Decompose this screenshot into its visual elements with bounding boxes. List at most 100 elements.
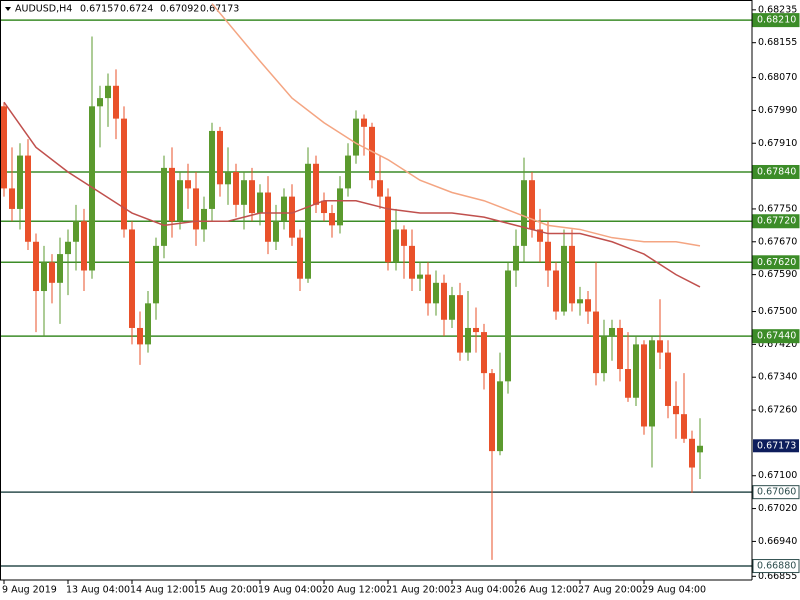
level-label: 0.67720 bbox=[757, 216, 796, 227]
candle-body bbox=[489, 373, 495, 452]
candle-body bbox=[201, 208, 207, 230]
x-tick-label: 14 Aug 12:00 bbox=[130, 585, 194, 596]
level-label-box bbox=[752, 214, 800, 229]
candle-body bbox=[161, 167, 167, 246]
candle-body bbox=[521, 180, 527, 246]
level-label: 0.68210 bbox=[757, 15, 796, 26]
candle-body bbox=[425, 274, 431, 304]
candle-body bbox=[601, 336, 607, 374]
candle-body bbox=[217, 130, 223, 185]
candle-body bbox=[313, 163, 319, 205]
x-tick-label: 27 Aug 20:00 bbox=[578, 585, 642, 596]
candle-body bbox=[537, 229, 543, 242]
candle-body bbox=[449, 295, 455, 320]
candle-body bbox=[457, 295, 463, 353]
candle-body bbox=[305, 163, 311, 279]
candle-body bbox=[177, 180, 183, 222]
candle-body bbox=[409, 245, 415, 279]
candle-body bbox=[41, 262, 47, 292]
moving-average bbox=[211, 3, 701, 247]
candle-body bbox=[569, 245, 575, 304]
symbol: AUDUSD,H4 bbox=[15, 4, 72, 15]
y-tick-label: 0.67670 bbox=[758, 236, 797, 247]
level-label: 0.67440 bbox=[757, 331, 796, 342]
candle-body bbox=[657, 340, 663, 353]
candle-body bbox=[401, 229, 407, 246]
candle-body bbox=[497, 381, 503, 452]
candle-body bbox=[9, 188, 15, 209]
y-tick-label: 0.68155 bbox=[758, 37, 797, 48]
level-label-box bbox=[752, 485, 800, 500]
y-tick-label: 0.68235 bbox=[758, 4, 797, 15]
candle-body bbox=[625, 369, 631, 398]
candle-body bbox=[25, 155, 31, 242]
y-tick-label: 0.66855 bbox=[758, 571, 797, 582]
y-tick-label: 0.67590 bbox=[758, 269, 797, 280]
candle-body bbox=[209, 130, 215, 209]
candle-body bbox=[641, 344, 647, 427]
candle-body bbox=[345, 155, 351, 189]
level-label: 0.67840 bbox=[757, 166, 796, 177]
candle-body bbox=[249, 180, 255, 214]
level-label: 0.67060 bbox=[757, 487, 796, 498]
y-tick-label: 0.67340 bbox=[758, 372, 797, 383]
level-label-box bbox=[752, 559, 800, 574]
candle-body bbox=[121, 118, 127, 230]
candle-body bbox=[505, 270, 511, 382]
x-tick-label: 9 Aug 2019 bbox=[2, 585, 57, 596]
candle-body bbox=[561, 245, 567, 312]
price-label: 0.67173 bbox=[757, 440, 796, 451]
candle-body bbox=[289, 196, 295, 238]
level-label: 0.67620 bbox=[757, 257, 796, 268]
candle-body bbox=[441, 282, 447, 320]
candle-body bbox=[329, 213, 335, 226]
candle-body bbox=[369, 126, 375, 181]
level-label-box bbox=[752, 13, 800, 28]
y-tick-label: 0.67420 bbox=[758, 339, 797, 350]
x-tick-label: 13 Aug 04:00 bbox=[66, 585, 130, 596]
candle-body bbox=[665, 352, 671, 406]
candle-body bbox=[377, 180, 383, 197]
x-tick-label: 23 Aug 04:00 bbox=[450, 585, 514, 596]
candle-body bbox=[33, 241, 39, 292]
y-tick-label: 0.66940 bbox=[758, 536, 797, 547]
x-tick-label: 26 Aug 12:00 bbox=[514, 585, 578, 596]
candle-body bbox=[689, 438, 695, 468]
level-label-box bbox=[752, 164, 800, 179]
candle-body bbox=[385, 196, 391, 263]
candle-body bbox=[281, 196, 287, 222]
candle-body bbox=[233, 171, 239, 205]
y-tick-label: 0.67260 bbox=[758, 405, 797, 416]
candle-body bbox=[1, 106, 7, 189]
low-value: 0.67092 bbox=[160, 4, 199, 15]
candle-body bbox=[529, 180, 535, 230]
candle-body bbox=[273, 221, 279, 242]
candle-body bbox=[257, 192, 263, 214]
candle-body bbox=[577, 299, 583, 304]
level-label-box bbox=[752, 255, 800, 270]
candle-body bbox=[473, 327, 479, 333]
candle-body bbox=[361, 118, 367, 127]
candle-body bbox=[465, 327, 471, 353]
x-tick-label: 21 Aug 20:00 bbox=[386, 585, 450, 596]
x-tick-label: 19 Aug 04:00 bbox=[258, 585, 322, 596]
candle-body bbox=[73, 221, 79, 242]
candle-body bbox=[545, 241, 551, 271]
candle-body bbox=[353, 118, 359, 156]
close-value: 0.67173 bbox=[200, 4, 239, 15]
symbol-menu-arrow[interactable] bbox=[5, 7, 11, 11]
candle-body bbox=[89, 106, 95, 271]
level-label: 0.66880 bbox=[757, 561, 796, 572]
candle-body bbox=[617, 327, 623, 370]
candle-body bbox=[185, 180, 191, 189]
candle-body bbox=[337, 188, 343, 226]
candle-body bbox=[585, 299, 591, 312]
candle-body bbox=[633, 344, 639, 398]
y-tick-label: 0.67100 bbox=[758, 470, 797, 481]
candle-body bbox=[129, 229, 135, 328]
candle-body bbox=[609, 327, 615, 337]
x-tick-label: 15 Aug 20:00 bbox=[194, 585, 258, 596]
candle-body bbox=[105, 85, 111, 99]
